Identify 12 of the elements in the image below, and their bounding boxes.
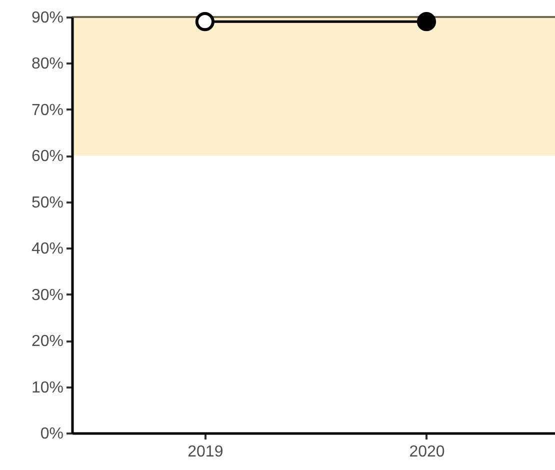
x-tick-label: 2020 [409,444,445,460]
y-tick-label: 10% [31,379,64,396]
y-tick-label: 30% [31,286,64,304]
y-tick-label: 80% [31,56,64,73]
y-tick-label: 90% [31,10,64,26]
y-tick-label: 50% [31,194,64,212]
y-tick-label: 70% [31,102,64,119]
y-tick-label: 0% [40,426,64,442]
y-tick-label: 60% [31,148,64,166]
x-tick-label: 2019 [188,444,224,460]
y-tick-label: 20% [31,333,64,350]
y-tick-label: 40% [31,240,64,258]
